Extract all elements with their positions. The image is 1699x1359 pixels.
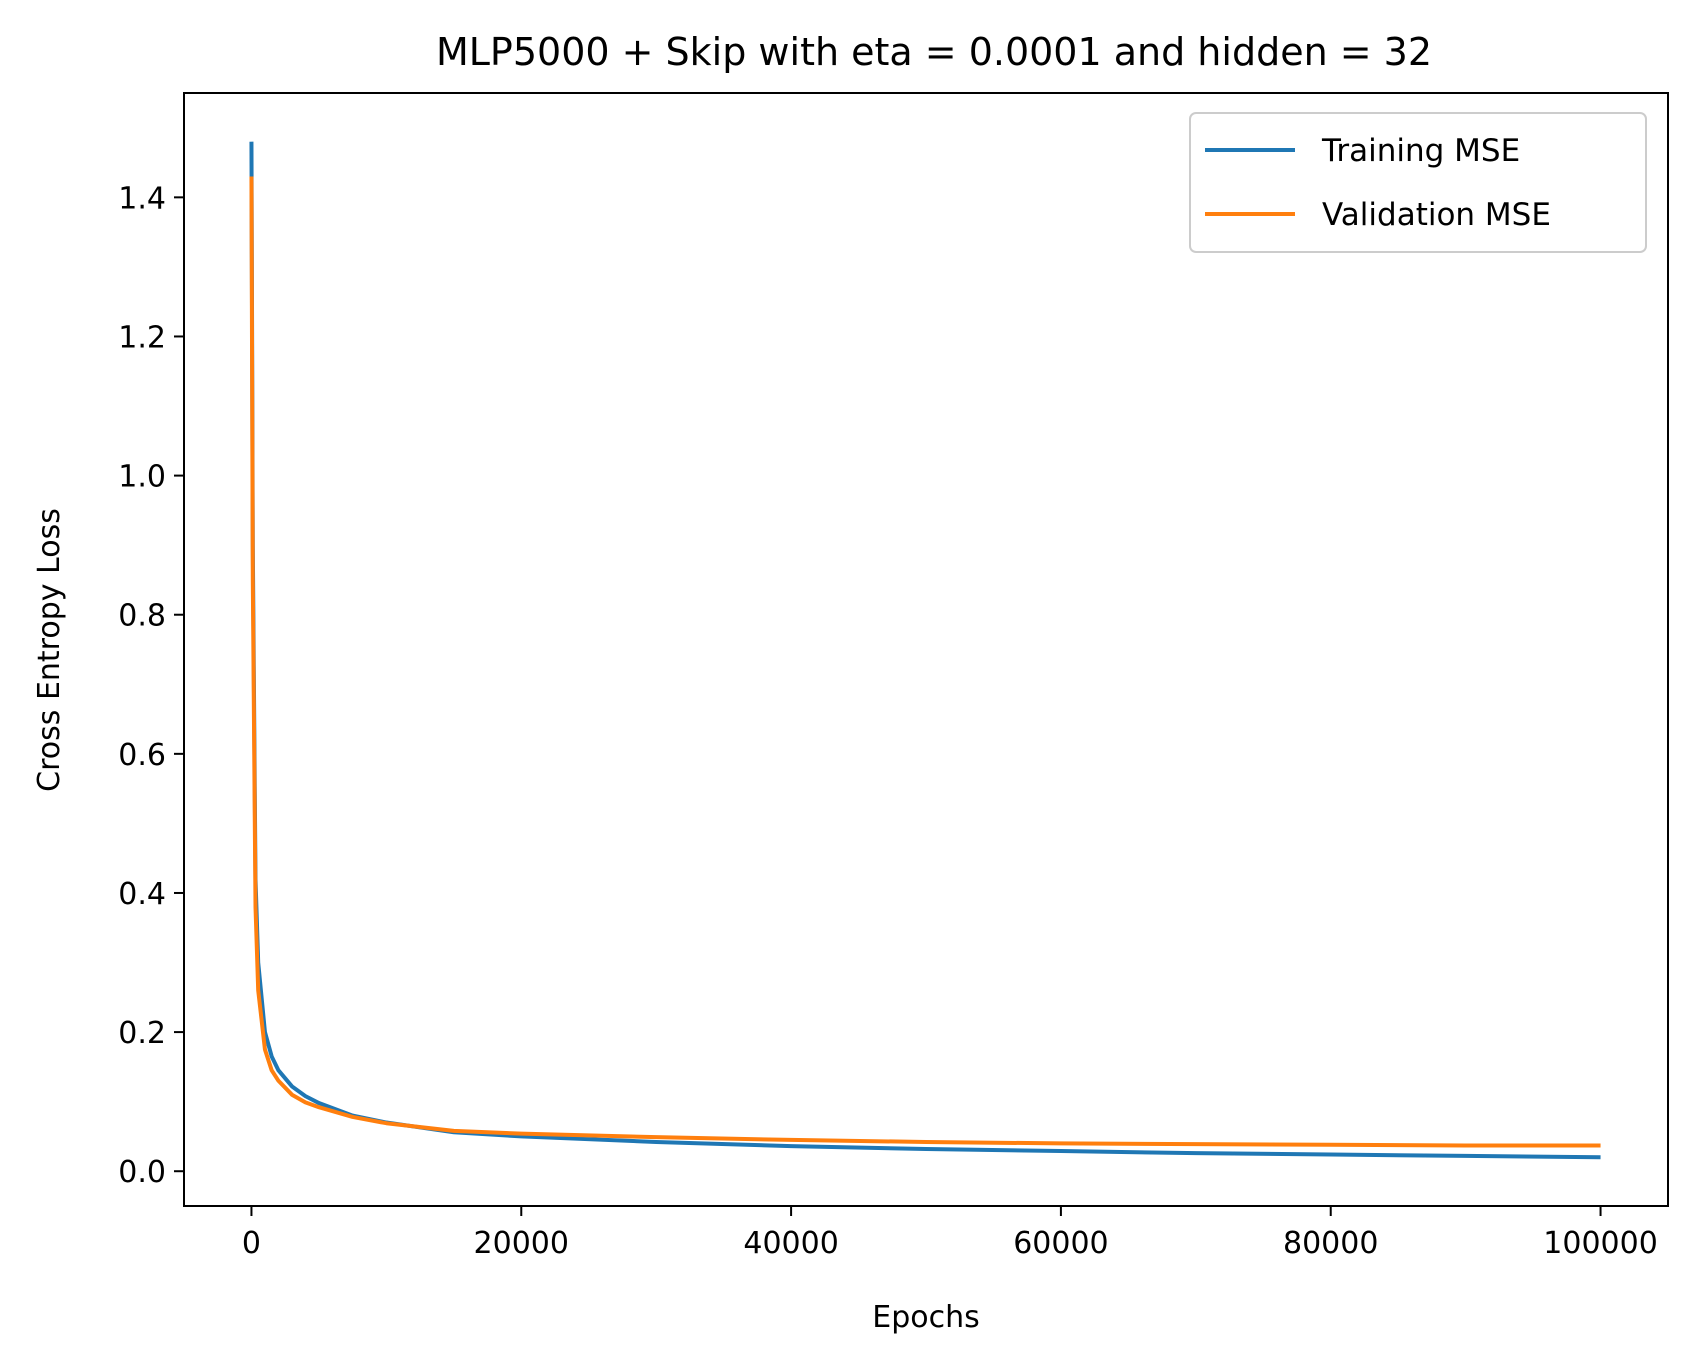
y-axis-label: Cross Entropy Loss [32, 508, 67, 792]
y-tick-label: 0.0 [118, 1155, 166, 1190]
x-tick-label: 0 [242, 1226, 261, 1261]
y-axis-ticks: 0.0 0.2 0.4 0.6 0.8 1.0 1.2 1.4 [118, 181, 184, 1190]
series-line-training [249, 141, 1601, 1160]
x-tick-label: 80000 [1283, 1226, 1378, 1261]
y-tick-label: 0.4 [118, 877, 166, 912]
y-tick-label: 1.4 [118, 181, 166, 216]
y-tick-label: 0.8 [118, 599, 166, 634]
y-tick-label: 1.0 [118, 460, 166, 495]
x-tick-label: 40000 [743, 1226, 838, 1261]
plot-frame [183, 92, 1669, 1207]
x-tick-label: 60000 [1013, 1226, 1108, 1261]
y-tick-label: 0.6 [118, 738, 166, 773]
legend-box [1189, 112, 1647, 253]
series-layer [249, 141, 1601, 1160]
x-axis-label: Epochs [872, 1300, 980, 1335]
series-line-validation [249, 176, 1601, 1148]
legend: Training MSE Validation MSE [1189, 112, 1647, 253]
y-tick-label: 1.2 [118, 320, 166, 355]
x-axis-ticks: 0 20000 40000 60000 80000 100000 [242, 1206, 1658, 1261]
legend-label-training: Training MSE [1321, 133, 1520, 169]
chart-title: MLP5000 + Skip with eta = 0.0001 and hid… [436, 30, 1432, 74]
x-tick-label: 100000 [1543, 1226, 1658, 1261]
y-tick-label: 0.2 [118, 1016, 166, 1051]
legend-label-validation: Validation MSE [1322, 197, 1551, 233]
x-tick-label: 20000 [474, 1226, 569, 1261]
plot-area [183, 92, 1669, 1207]
